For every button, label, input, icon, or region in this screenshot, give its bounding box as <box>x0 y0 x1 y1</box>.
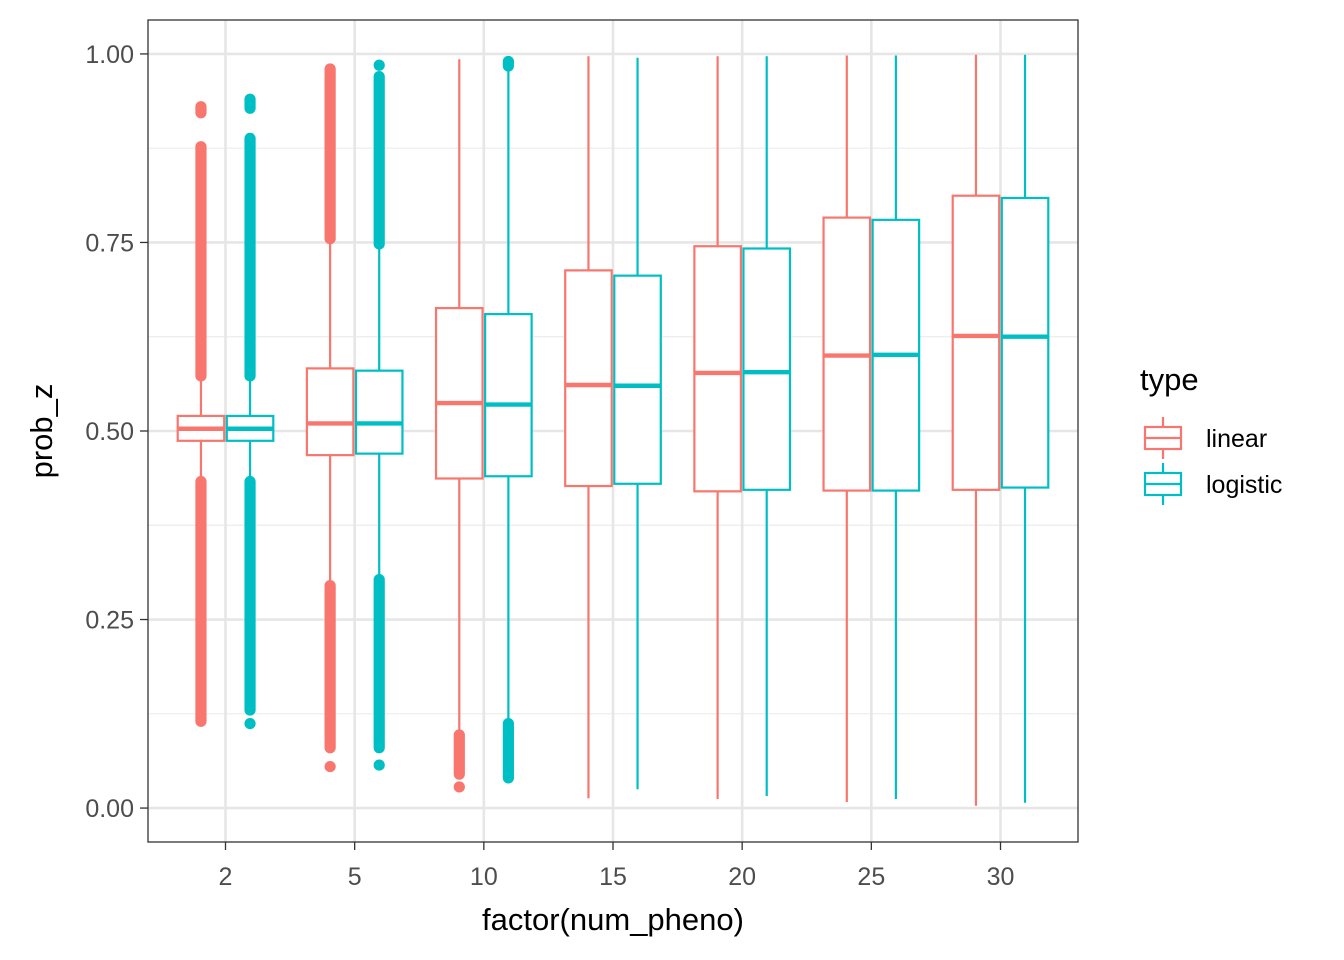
y-tick-label: 0.25 <box>85 607 134 635</box>
x-tick-label: 25 <box>857 863 885 891</box>
outlier-point <box>373 59 385 71</box>
box-linear-15 <box>564 56 613 799</box>
legend-key-logistic: logistic <box>1143 463 1282 505</box>
box-linear-25 <box>822 55 872 803</box>
iqr-box <box>305 367 355 457</box>
x-axis-title: factor(num_pheno) <box>482 902 744 937</box>
box-logistic-10 <box>484 55 533 784</box>
box-logistic-15 <box>613 57 662 790</box>
iqr-box <box>742 247 792 491</box>
legend-title: type <box>1140 362 1199 397</box>
iqr-box <box>1000 196 1050 489</box>
legend-label-linear: linear <box>1206 425 1267 453</box>
outlier-point <box>453 781 465 793</box>
major-gridlines <box>148 20 1078 842</box>
iqr-box <box>484 313 533 478</box>
y-tick-label: 0.00 <box>85 795 134 823</box>
box-linear-30 <box>951 54 1001 806</box>
iqr-box <box>693 245 742 493</box>
outlier-point <box>373 759 385 771</box>
x-tick-label: 2 <box>219 863 233 891</box>
box-linear-2 <box>176 101 226 727</box>
y-axis-title: prob_z <box>24 384 59 479</box>
y-tick-label: 0.75 <box>85 229 134 257</box>
iqr-box <box>434 306 484 480</box>
iqr-box <box>613 274 662 485</box>
x-tick-label: 5 <box>348 863 362 891</box>
box-linear-10 <box>434 59 484 793</box>
iqr-box <box>354 369 404 455</box>
x-tick-label: 20 <box>728 863 756 891</box>
x-axis: 2 5 10 15 20 25 30 <box>219 842 1015 891</box>
box-logistic-20 <box>742 56 792 796</box>
outlier-point <box>324 760 336 773</box>
x-tick-label: 15 <box>599 863 627 891</box>
y-axis: 0.00 0.25 0.50 0.75 1.00 <box>85 41 148 823</box>
box-linear-20 <box>693 56 742 800</box>
legend-key-linear: linear <box>1143 417 1267 459</box>
box-logistic-30 <box>1000 54 1050 803</box>
iqr-box <box>951 194 1001 491</box>
box-logistic-2 <box>225 93 275 730</box>
outlier-point <box>244 718 256 730</box>
y-tick-label: 0.50 <box>85 418 134 446</box>
box-logistic-25 <box>871 55 921 800</box>
x-tick-label: 30 <box>987 863 1015 891</box>
y-tick-label: 1.00 <box>85 41 134 69</box>
legend: type linear logistic <box>1140 362 1282 505</box>
x-tick-label: 10 <box>470 863 498 891</box>
plot-marks <box>176 54 1050 806</box>
legend-label-logistic: logistic <box>1206 471 1282 499</box>
legend-keys: linear logistic <box>1143 417 1282 505</box>
iqr-box <box>564 269 613 488</box>
box-linear-5 <box>305 63 355 773</box>
box-logistic-5 <box>354 59 404 771</box>
